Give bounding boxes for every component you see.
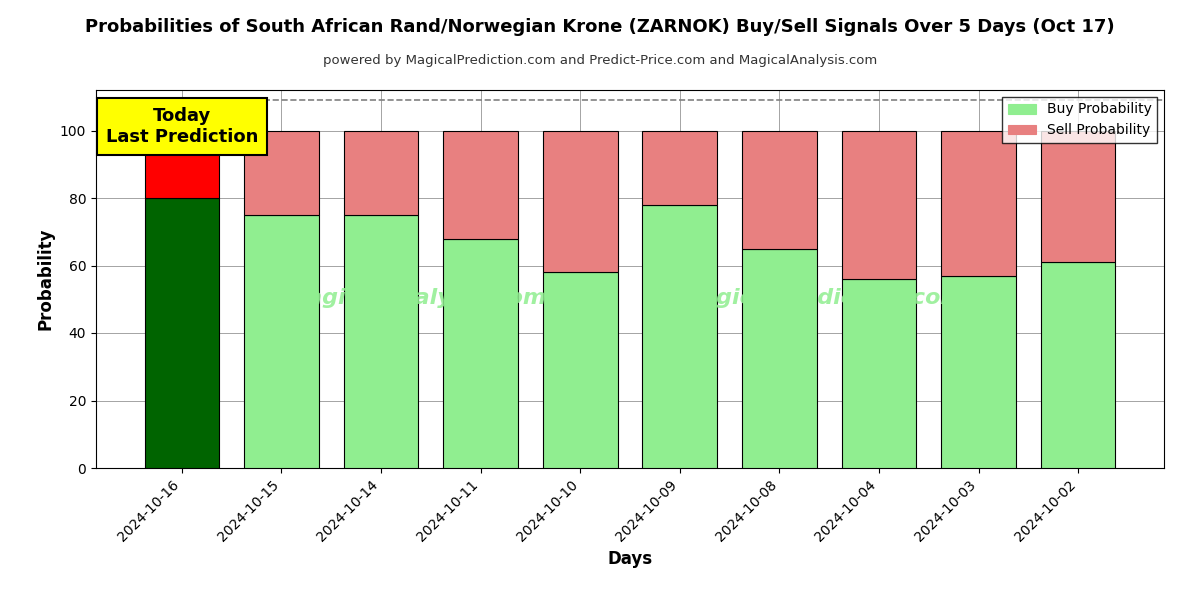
Bar	[144, 198, 220, 468]
Bar	[343, 130, 419, 215]
Text: MagicalPrediction.com: MagicalPrediction.com	[680, 288, 965, 308]
Bar	[742, 248, 817, 468]
Y-axis label: Probability: Probability	[36, 228, 54, 330]
Bar	[941, 275, 1016, 468]
X-axis label: Days: Days	[607, 550, 653, 568]
Text: Probabilities of South African Rand/Norwegian Krone (ZARNOK) Buy/Sell Signals Ov: Probabilities of South African Rand/Norw…	[85, 18, 1115, 36]
Bar	[1040, 262, 1116, 468]
Bar	[642, 205, 718, 468]
Bar	[841, 130, 917, 279]
Bar	[144, 130, 220, 198]
Bar	[941, 130, 1016, 275]
Bar	[244, 215, 319, 468]
Text: Today
Last Prediction: Today Last Prediction	[106, 107, 258, 146]
Bar	[542, 130, 618, 272]
Bar	[742, 130, 817, 248]
Bar	[244, 130, 319, 215]
Bar	[642, 130, 718, 205]
Bar	[443, 130, 518, 238]
Text: powered by MagicalPrediction.com and Predict-Price.com and MagicalAnalysis.com: powered by MagicalPrediction.com and Pre…	[323, 54, 877, 67]
Bar	[343, 215, 419, 468]
Text: MagicalAnalysis.com: MagicalAnalysis.com	[286, 288, 547, 308]
Bar	[841, 279, 917, 468]
Bar	[443, 238, 518, 468]
Bar	[1040, 130, 1116, 262]
Legend: Buy Probability, Sell Probability: Buy Probability, Sell Probability	[1002, 97, 1157, 143]
Bar	[542, 272, 618, 468]
